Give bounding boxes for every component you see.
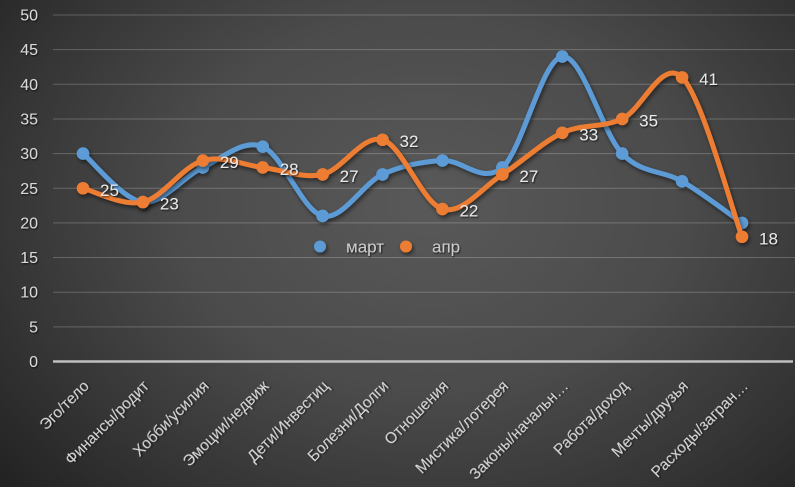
data-label: 27 <box>340 167 359 186</box>
data-label: 25 <box>100 181 119 200</box>
series-апр <box>76 70 749 244</box>
data-label: 22 <box>459 202 478 221</box>
data-point-marker-март <box>675 175 689 188</box>
data-label: 27 <box>519 167 538 186</box>
data-point-marker-март <box>436 154 449 167</box>
y-axis-tick-label: 35 <box>20 111 38 128</box>
data-point-marker-март <box>376 168 389 181</box>
data-point-marker-апр <box>675 71 689 84</box>
y-axis-tick-label: 25 <box>20 181 38 198</box>
data-point-marker-апр <box>316 168 329 181</box>
data-point-marker-апр <box>735 230 749 244</box>
y-axis-tick-label: 30 <box>20 146 38 163</box>
data-point-marker-апр <box>555 126 569 140</box>
y-axis-tick-label: 0 <box>29 354 38 371</box>
data-point-marker-апр <box>76 181 90 195</box>
data-label: 28 <box>280 160 299 179</box>
y-axis-tick-label: 15 <box>20 250 38 267</box>
data-point-marker-март <box>76 147 90 160</box>
data-point-marker-март <box>256 140 270 153</box>
legend-key-marker-март <box>314 240 326 253</box>
data-point-marker-март <box>555 50 569 63</box>
x-axis-category-label: Эго/тело <box>37 378 93 434</box>
legend-label-март: март <box>346 238 384 257</box>
data-label: 23 <box>160 195 179 214</box>
data-point-marker-март <box>615 147 629 160</box>
y-axis-tick-label: 5 <box>29 319 38 336</box>
data-point-marker-апр <box>196 154 210 167</box>
data-label: 41 <box>699 70 718 89</box>
x-axis-category-label: Законы/начальн… <box>467 378 573 484</box>
data-label: 18 <box>759 229 778 248</box>
series-line-апр <box>80 70 745 240</box>
y-axis-tick-label: 20 <box>20 215 38 232</box>
data-point-marker-март <box>316 209 329 223</box>
y-axis-tick-label: 40 <box>20 77 38 94</box>
data-point-marker-апр <box>436 202 449 216</box>
y-axis-tick-label: 10 <box>20 285 38 302</box>
data-point-marker-апр <box>256 161 270 174</box>
legend-label-апр: апр <box>432 238 460 257</box>
y-axis-tick-label: 50 <box>20 8 38 25</box>
data-point-marker-апр <box>496 168 509 181</box>
data-point-marker-апр <box>615 112 629 126</box>
data-label: 29 <box>220 153 239 172</box>
legend: март апр <box>295 238 460 257</box>
data-label: 35 <box>639 111 658 130</box>
data-label: 33 <box>579 125 598 144</box>
data-point-marker-апр <box>376 133 389 147</box>
legend-key-marker-апр <box>400 240 412 253</box>
data-label: 32 <box>400 132 419 151</box>
data-point-marker-апр <box>136 195 150 209</box>
y-axis-tick-label: 45 <box>20 42 38 59</box>
